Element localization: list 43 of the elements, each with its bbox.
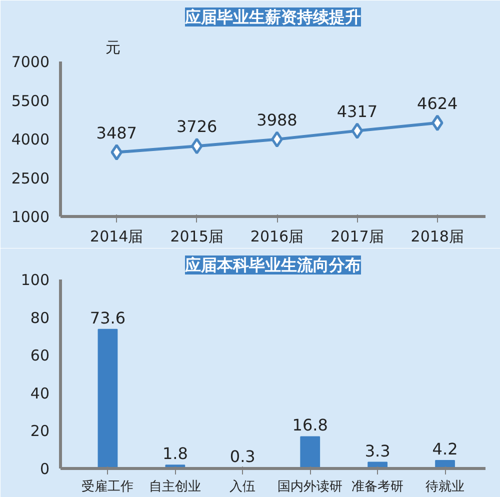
data-label: 3487 <box>96 123 137 142</box>
y-tick-label: 4000 <box>11 130 50 148</box>
data-label: 4317 <box>336 102 378 121</box>
y-tick-label: 60 <box>30 346 50 365</box>
data-label: 4.2 <box>432 440 458 459</box>
data-label: 3.3 <box>364 441 390 460</box>
data-label: 4624 <box>417 94 458 113</box>
y-tick-label: 7000 <box>11 53 50 71</box>
x-tick-label: 2018届 <box>410 228 464 246</box>
data-label: 16.8 <box>292 416 328 435</box>
y-tick-label: 0 <box>40 460 50 478</box>
y-tick-label: 20 <box>30 422 50 440</box>
chart-title: 应届本科毕业生流向分布 <box>184 256 361 274</box>
point <box>110 144 123 161</box>
bar <box>300 436 320 468</box>
y-tick-label: 1000 <box>11 208 50 226</box>
data-label: 3726 <box>176 117 218 136</box>
y-tick-label: 2500 <box>11 169 50 188</box>
data-label: 0.3 <box>230 446 256 466</box>
x-tick-label: 2015届 <box>170 228 224 246</box>
y-axis-title: 元 <box>106 38 120 56</box>
x-tick-label: 准备考研 <box>352 480 404 494</box>
y-tick-label: 40 <box>30 384 50 402</box>
x-tick-label: 2014届 <box>90 228 144 246</box>
x-tick-label: 2017届 <box>330 228 384 246</box>
y-tick-label: 5500 <box>11 92 50 110</box>
bar <box>98 328 118 468</box>
data-label: 1.8 <box>162 444 188 464</box>
point <box>431 114 444 132</box>
point <box>351 122 364 140</box>
x-tick-label: 自主创业 <box>149 478 202 494</box>
x-tick-label: 受雇工作 <box>82 478 134 494</box>
data-label: 73.6 <box>90 308 126 328</box>
point <box>271 131 283 148</box>
y-tick-label: 100 <box>20 271 50 289</box>
x-tick-label: 待就业 <box>426 480 465 494</box>
x-tick-label: 入伍 <box>230 480 256 494</box>
chart-title: 应届毕业生薪资持续提升 <box>184 8 361 26</box>
data-label: 3988 <box>256 110 298 130</box>
x-tick-label: 国内外读研 <box>278 480 343 494</box>
point <box>190 138 203 154</box>
y-tick-label: 80 <box>30 308 50 327</box>
x-tick-label: 2016届 <box>250 228 304 246</box>
